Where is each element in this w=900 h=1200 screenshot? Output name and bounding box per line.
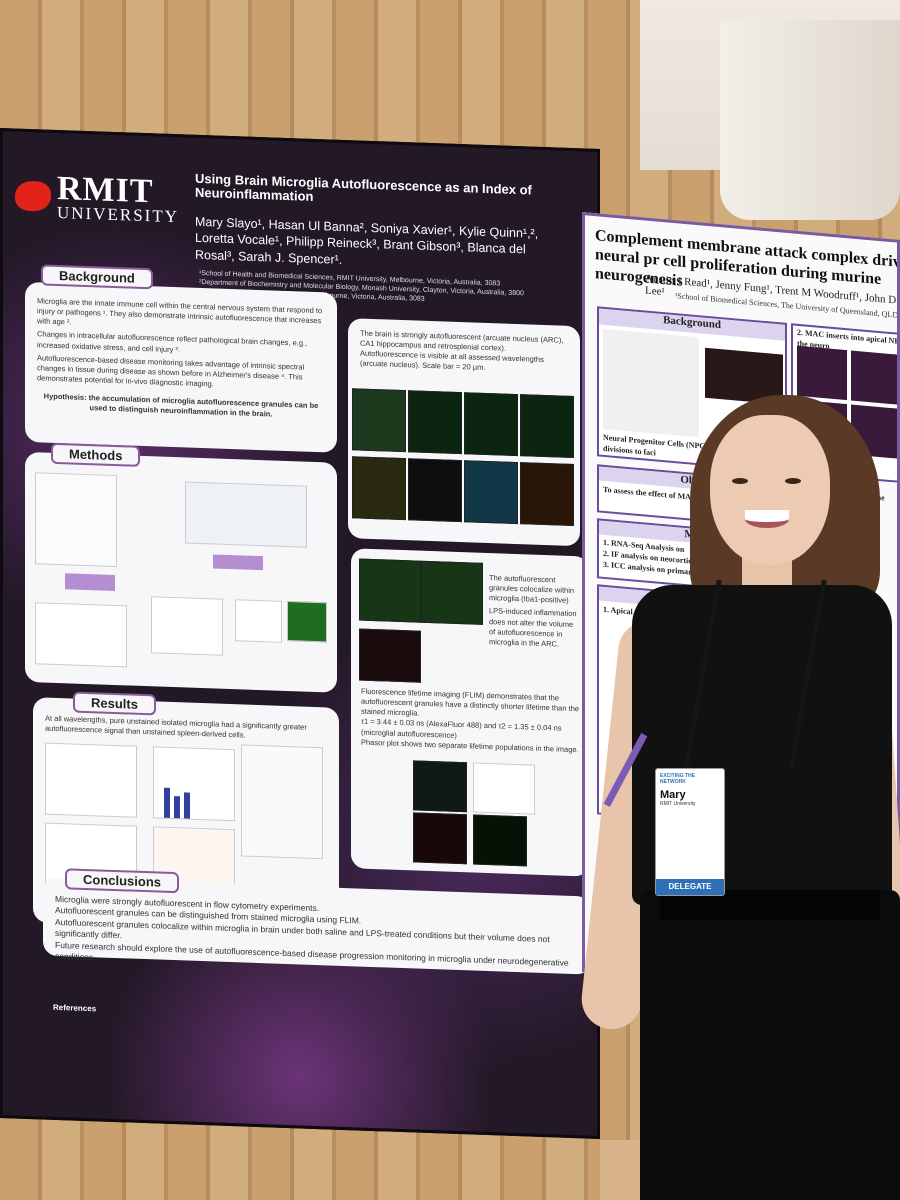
brain-panel: The brain is strongly autofluorescent (a… bbox=[348, 318, 580, 547]
pillar bbox=[720, 20, 900, 220]
name-badge: EXCITING THE NETWORK Mary RMIT Universit… bbox=[655, 768, 725, 896]
rmit-logo: RMIT UNIVERSITY bbox=[15, 170, 179, 227]
references: References bbox=[53, 1002, 97, 1014]
results-heading: Results bbox=[73, 691, 156, 716]
black-pants bbox=[640, 890, 900, 1200]
smile bbox=[745, 510, 789, 528]
background-heading: Background bbox=[41, 264, 153, 290]
background-panel: Microglia are the innate immune cell wit… bbox=[25, 281, 337, 453]
conclusions-heading: Conclusions bbox=[65, 868, 180, 894]
face bbox=[710, 415, 830, 565]
methods-panel bbox=[25, 451, 337, 693]
colocalization-panel: The autofluorescent granules colocalize … bbox=[351, 548, 589, 877]
rmit-poster: RMIT UNIVERSITY Using Brain Microglia Au… bbox=[0, 128, 600, 1139]
rmit-pixel-icon bbox=[15, 180, 51, 212]
hypothesis: Hypothesis: the accumulation of microgli… bbox=[43, 391, 319, 419]
coloc-text: The autofluorescent granules colocalize … bbox=[489, 573, 577, 649]
methods-heading: Methods bbox=[51, 442, 141, 467]
results-text: At all wavelengths, pure unstained isola… bbox=[45, 713, 307, 740]
flim-text: Fluorescence lifetime imaging (FLIM) dem… bbox=[361, 686, 580, 754]
